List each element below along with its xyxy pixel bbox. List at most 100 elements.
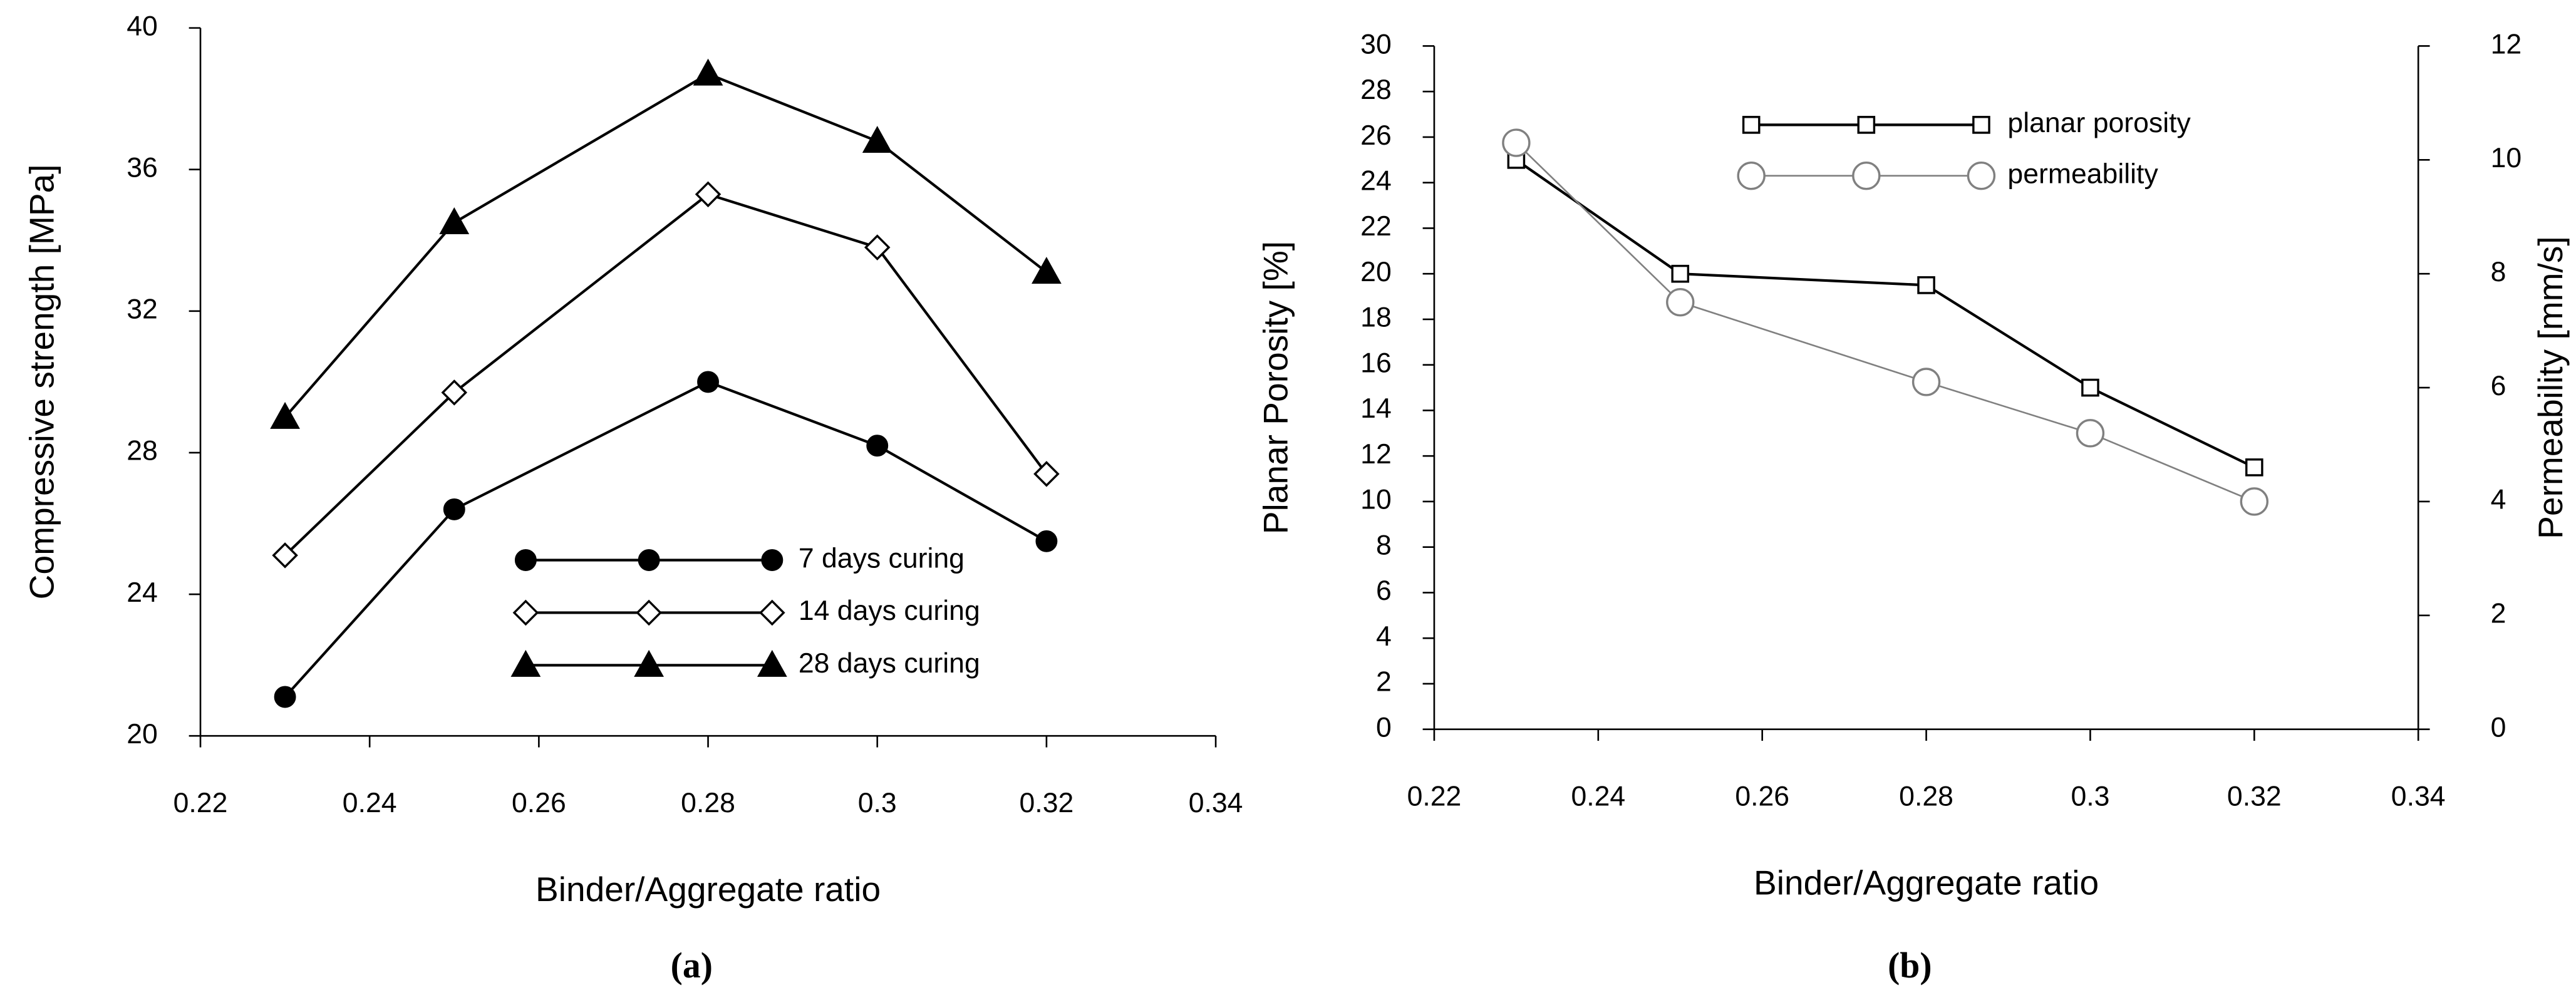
x-axis-label: Binder/Aggregate ratio bbox=[535, 870, 881, 909]
y-tick-label: 20 bbox=[1360, 257, 1392, 287]
marker bbox=[1967, 162, 1996, 190]
x-tick-label: 0.28 bbox=[681, 788, 735, 818]
marker bbox=[1742, 116, 1761, 134]
marker bbox=[1033, 461, 1060, 487]
marker bbox=[1671, 264, 1690, 283]
y-tick-label: 28 bbox=[127, 436, 158, 466]
y2-tick-label: 10 bbox=[2491, 143, 2522, 173]
marker bbox=[274, 686, 296, 708]
marker bbox=[759, 599, 785, 626]
y2-axis-label: Permeability [mm/s] bbox=[2531, 236, 2570, 539]
x-tick-label: 0.26 bbox=[512, 788, 566, 818]
x-tick-label: 0.22 bbox=[1407, 781, 1462, 812]
y2-tick-label: 6 bbox=[2491, 371, 2506, 401]
y-tick-label: 18 bbox=[1360, 302, 1392, 333]
marker bbox=[693, 58, 723, 86]
y-tick-label: 26 bbox=[1360, 120, 1392, 151]
marker bbox=[862, 126, 892, 153]
marker bbox=[1857, 116, 1876, 134]
marker bbox=[634, 649, 665, 677]
legend-label: 28 days curing bbox=[799, 648, 980, 679]
y-tick-label: 16 bbox=[1360, 348, 1392, 378]
marker bbox=[2245, 458, 2263, 477]
marker bbox=[636, 599, 662, 626]
y2-tick-label: 2 bbox=[2491, 599, 2506, 629]
x-tick-label: 0.32 bbox=[1020, 788, 1074, 818]
y-tick-label: 4 bbox=[1376, 621, 1392, 652]
marker bbox=[2076, 419, 2105, 448]
legend-label: 14 days curing bbox=[799, 595, 980, 626]
marker bbox=[1666, 287, 1695, 317]
marker bbox=[2081, 378, 2099, 397]
marker bbox=[1972, 116, 1990, 134]
y2-tick-label: 12 bbox=[2491, 29, 2522, 59]
y-tick-label: 36 bbox=[127, 153, 158, 183]
legend-label: 7 days curing bbox=[799, 543, 965, 574]
marker bbox=[510, 649, 541, 677]
x-axis-label: Binder/Aggregate ratio bbox=[1754, 863, 2099, 902]
y-tick-label: 0 bbox=[1376, 712, 1392, 743]
marker bbox=[439, 207, 470, 235]
marker bbox=[514, 549, 537, 571]
series-line bbox=[284, 72, 1048, 418]
marker bbox=[1032, 257, 1062, 284]
marker bbox=[695, 181, 722, 208]
x-tick-label: 0.32 bbox=[2227, 781, 2282, 812]
y-tick-label: 40 bbox=[127, 11, 158, 41]
series-line bbox=[1515, 158, 2255, 469]
y-tick-label: 6 bbox=[1376, 575, 1392, 606]
marker bbox=[441, 379, 468, 406]
x-tick-label: 0.26 bbox=[1735, 781, 1789, 812]
x-tick-label: 0.34 bbox=[2391, 781, 2446, 812]
series-line bbox=[1515, 142, 2255, 503]
y-tick-label: 8 bbox=[1376, 530, 1392, 560]
marker bbox=[1035, 530, 1058, 552]
y2-tick-label: 8 bbox=[2491, 257, 2506, 287]
y-tick-label: 10 bbox=[1360, 485, 1392, 515]
marker bbox=[866, 435, 889, 457]
x-tick-label: 0.3 bbox=[858, 788, 897, 818]
marker bbox=[1852, 162, 1881, 190]
series-line bbox=[284, 192, 1048, 557]
y-tick-label: 22 bbox=[1360, 211, 1392, 242]
legend-label: permeability bbox=[2007, 158, 2158, 189]
y-tick-label: 14 bbox=[1360, 393, 1392, 424]
marker bbox=[638, 549, 660, 571]
y-tick-label: 32 bbox=[127, 294, 158, 325]
x-tick-label: 0.3 bbox=[2071, 781, 2109, 812]
y-tick-label: 20 bbox=[127, 719, 158, 750]
x-tick-label: 0.24 bbox=[1571, 781, 1625, 812]
marker bbox=[697, 371, 719, 393]
y2-tick-label: 4 bbox=[2491, 485, 2506, 515]
caption: (a) bbox=[671, 946, 713, 986]
marker bbox=[272, 542, 298, 569]
x-tick-label: 0.34 bbox=[1189, 788, 1243, 818]
x-tick-label: 0.28 bbox=[1899, 781, 1953, 812]
marker bbox=[270, 401, 300, 429]
marker bbox=[512, 599, 539, 626]
y-axis-label: Compressive strength [MPa] bbox=[22, 164, 61, 599]
marker bbox=[757, 649, 787, 677]
y2-tick-label: 0 bbox=[2491, 712, 2506, 743]
marker bbox=[2240, 487, 2269, 516]
marker bbox=[1502, 128, 1531, 157]
marker bbox=[1917, 276, 1935, 294]
marker bbox=[443, 498, 465, 520]
y-axis-label: Planar Porosity [%] bbox=[1256, 241, 1295, 534]
marker bbox=[761, 549, 784, 571]
y-tick-label: 2 bbox=[1376, 667, 1392, 698]
marker bbox=[864, 234, 891, 260]
y-tick-label: 24 bbox=[1360, 166, 1392, 197]
caption: (b) bbox=[1888, 946, 1932, 986]
y-tick-label: 12 bbox=[1360, 439, 1392, 470]
y-tick-label: 28 bbox=[1360, 75, 1392, 105]
legend-label: planar porosity bbox=[2007, 108, 2191, 138]
y-tick-label: 30 bbox=[1360, 29, 1392, 59]
x-tick-label: 0.22 bbox=[173, 788, 228, 818]
marker bbox=[1737, 162, 1766, 190]
x-tick-label: 0.24 bbox=[343, 788, 397, 818]
marker bbox=[1911, 368, 1941, 396]
y-tick-label: 24 bbox=[127, 577, 158, 608]
